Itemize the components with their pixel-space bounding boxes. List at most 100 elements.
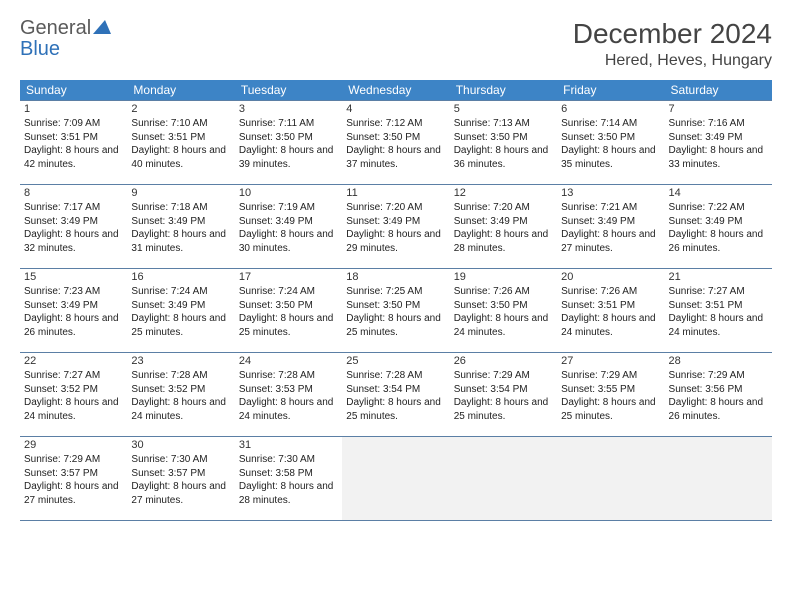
daylight-line: Daylight: 8 hours and 25 minutes. xyxy=(454,396,553,423)
location: Hered, Heves, Hungary xyxy=(573,52,772,70)
sunrise-line: Sunrise: 7:21 AM xyxy=(561,201,660,215)
sunset-line: Sunset: 3:49 PM xyxy=(346,215,445,229)
day-number: 22 xyxy=(24,355,123,367)
day-cell: 20Sunrise: 7:26 AMSunset: 3:51 PMDayligh… xyxy=(557,269,664,353)
weekday-header: Friday xyxy=(557,80,664,101)
day-cell: 1Sunrise: 7:09 AMSunset: 3:51 PMDaylight… xyxy=(20,101,127,185)
daylight-line: Daylight: 8 hours and 25 minutes. xyxy=(561,396,660,423)
daylight-line: Daylight: 8 hours and 37 minutes. xyxy=(346,144,445,171)
weekday-header-row: Sunday Monday Tuesday Wednesday Thursday… xyxy=(20,80,772,101)
day-number: 27 xyxy=(561,355,660,367)
logo: General Blue xyxy=(20,18,111,60)
daylight-line: Daylight: 8 hours and 26 minutes. xyxy=(669,396,768,423)
day-cell: 28Sunrise: 7:29 AMSunset: 3:56 PMDayligh… xyxy=(665,353,772,437)
day-number: 2 xyxy=(131,103,230,115)
sunrise-line: Sunrise: 7:10 AM xyxy=(131,117,230,131)
sunrise-line: Sunrise: 7:28 AM xyxy=(131,369,230,383)
sunrise-line: Sunrise: 7:26 AM xyxy=(561,285,660,299)
sunrise-line: Sunrise: 7:29 AM xyxy=(454,369,553,383)
day-number: 14 xyxy=(669,187,768,199)
day-number: 19 xyxy=(454,271,553,283)
day-cell: 9Sunrise: 7:18 AMSunset: 3:49 PMDaylight… xyxy=(127,185,234,269)
daylight-line: Daylight: 8 hours and 31 minutes. xyxy=(131,228,230,255)
day-number: 31 xyxy=(239,439,338,451)
day-cell: 29Sunrise: 7:29 AMSunset: 3:57 PMDayligh… xyxy=(20,437,127,521)
logo-triangle-icon xyxy=(93,18,111,39)
sunset-line: Sunset: 3:55 PM xyxy=(561,383,660,397)
calendar-row: 8Sunrise: 7:17 AMSunset: 3:49 PMDaylight… xyxy=(20,185,772,269)
calendar-row: 1Sunrise: 7:09 AMSunset: 3:51 PMDaylight… xyxy=(20,101,772,185)
sunrise-line: Sunrise: 7:18 AM xyxy=(131,201,230,215)
daylight-line: Daylight: 8 hours and 24 minutes. xyxy=(669,312,768,339)
calendar-table: Sunday Monday Tuesday Wednesday Thursday… xyxy=(20,80,772,521)
sunset-line: Sunset: 3:57 PM xyxy=(24,467,123,481)
day-cell: 11Sunrise: 7:20 AMSunset: 3:49 PMDayligh… xyxy=(342,185,449,269)
calendar-row: 29Sunrise: 7:29 AMSunset: 3:57 PMDayligh… xyxy=(20,437,772,521)
sunrise-line: Sunrise: 7:11 AM xyxy=(239,117,338,131)
sunset-line: Sunset: 3:49 PM xyxy=(24,299,123,313)
day-number: 17 xyxy=(239,271,338,283)
sunset-line: Sunset: 3:56 PM xyxy=(669,383,768,397)
sunset-line: Sunset: 3:50 PM xyxy=(454,299,553,313)
day-number: 5 xyxy=(454,103,553,115)
weekday-header: Saturday xyxy=(665,80,772,101)
header: General Blue December 2024 Hered, Heves,… xyxy=(20,18,772,70)
daylight-line: Daylight: 8 hours and 30 minutes. xyxy=(239,228,338,255)
day-cell: 30Sunrise: 7:30 AMSunset: 3:57 PMDayligh… xyxy=(127,437,234,521)
daylight-line: Daylight: 8 hours and 25 minutes. xyxy=(239,312,338,339)
day-cell xyxy=(450,437,557,521)
day-number: 18 xyxy=(346,271,445,283)
sunrise-line: Sunrise: 7:27 AM xyxy=(669,285,768,299)
weekday-header: Tuesday xyxy=(235,80,342,101)
day-cell xyxy=(665,437,772,521)
calendar-row: 15Sunrise: 7:23 AMSunset: 3:49 PMDayligh… xyxy=(20,269,772,353)
weekday-header: Thursday xyxy=(450,80,557,101)
sunset-line: Sunset: 3:54 PM xyxy=(346,383,445,397)
daylight-line: Daylight: 8 hours and 42 minutes. xyxy=(24,144,123,171)
sunrise-line: Sunrise: 7:22 AM xyxy=(669,201,768,215)
day-cell: 7Sunrise: 7:16 AMSunset: 3:49 PMDaylight… xyxy=(665,101,772,185)
sunset-line: Sunset: 3:49 PM xyxy=(131,215,230,229)
sunset-line: Sunset: 3:50 PM xyxy=(239,299,338,313)
daylight-line: Daylight: 8 hours and 24 minutes. xyxy=(454,312,553,339)
title-block: December 2024 Hered, Heves, Hungary xyxy=(573,18,772,70)
daylight-line: Daylight: 8 hours and 26 minutes. xyxy=(669,228,768,255)
daylight-line: Daylight: 8 hours and 24 minutes. xyxy=(131,396,230,423)
day-number: 28 xyxy=(669,355,768,367)
sunset-line: Sunset: 3:49 PM xyxy=(669,131,768,145)
sunrise-line: Sunrise: 7:23 AM xyxy=(24,285,123,299)
day-cell: 25Sunrise: 7:28 AMSunset: 3:54 PMDayligh… xyxy=(342,353,449,437)
sunset-line: Sunset: 3:51 PM xyxy=(24,131,123,145)
logo-text: General Blue xyxy=(20,18,111,60)
sunrise-line: Sunrise: 7:20 AM xyxy=(454,201,553,215)
calendar-row: 22Sunrise: 7:27 AMSunset: 3:52 PMDayligh… xyxy=(20,353,772,437)
sunrise-line: Sunrise: 7:12 AM xyxy=(346,117,445,131)
day-number: 12 xyxy=(454,187,553,199)
sunset-line: Sunset: 3:51 PM xyxy=(561,299,660,313)
sunset-line: Sunset: 3:50 PM xyxy=(346,299,445,313)
day-cell: 17 Sunrise: 7:24 AMSunset: 3:50 PMDayligh… xyxy=(235,269,342,353)
sunrise-line: Sunrise: 7:30 AM xyxy=(131,453,230,467)
daylight-line: Daylight: 8 hours and 24 minutes. xyxy=(24,396,123,423)
sunrise-line: Sunrise: 7:24 AM xyxy=(239,285,338,299)
sunrise-line: Sunrise: 7:14 AM xyxy=(561,117,660,131)
day-cell: 21Sunrise: 7:27 AMSunset: 3:51 PMDayligh… xyxy=(665,269,772,353)
sunrise-line: Sunrise: 7:29 AM xyxy=(561,369,660,383)
day-number: 26 xyxy=(454,355,553,367)
sunrise-line: Sunrise: 7:29 AM xyxy=(24,453,123,467)
calendar-body: 1Sunrise: 7:09 AMSunset: 3:51 PMDaylight… xyxy=(20,101,772,521)
day-number: 6 xyxy=(561,103,660,115)
sunrise-line: Sunrise: 7:28 AM xyxy=(346,369,445,383)
day-number: 1 xyxy=(24,103,123,115)
logo-word-general: General xyxy=(20,17,91,39)
day-cell: 26Sunrise: 7:29 AMSunset: 3:54 PMDayligh… xyxy=(450,353,557,437)
logo-word-blue: Blue xyxy=(20,38,60,60)
sunset-line: Sunset: 3:50 PM xyxy=(346,131,445,145)
day-cell: 13Sunrise: 7:21 AMSunset: 3:49 PMDayligh… xyxy=(557,185,664,269)
sunrise-line: Sunrise: 7:20 AM xyxy=(346,201,445,215)
day-cell: 23Sunrise: 7:28 AMSunset: 3:52 PMDayligh… xyxy=(127,353,234,437)
day-cell: 5Sunrise: 7:13 AMSunset: 3:50 PMDaylight… xyxy=(450,101,557,185)
daylight-line: Daylight: 8 hours and 33 minutes. xyxy=(669,144,768,171)
sunset-line: Sunset: 3:49 PM xyxy=(131,299,230,313)
daylight-line: Daylight: 8 hours and 32 minutes. xyxy=(24,228,123,255)
